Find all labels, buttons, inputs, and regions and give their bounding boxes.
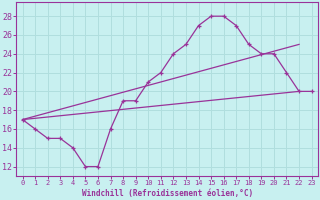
X-axis label: Windchill (Refroidissement éolien,°C): Windchill (Refroidissement éolien,°C) [82,189,253,198]
